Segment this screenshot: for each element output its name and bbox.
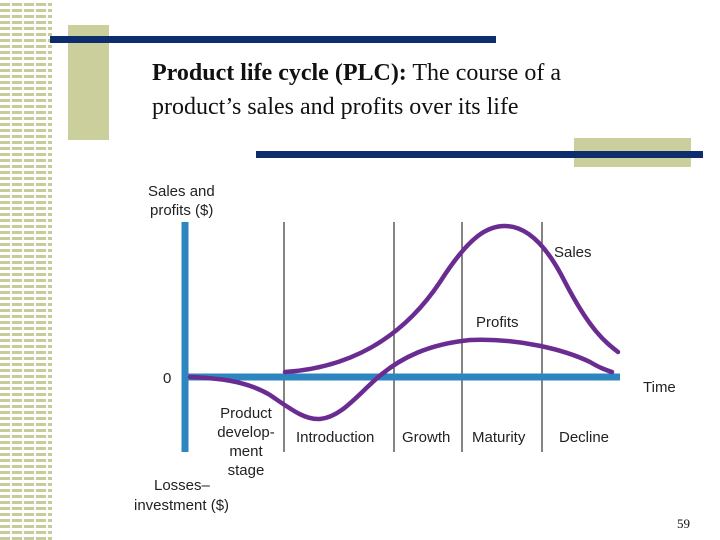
slide-title: Product life cycle (PLC): The course of …: [152, 56, 672, 124]
stage-growth: Growth: [402, 429, 450, 446]
decorative-navy-bar-bottom: [256, 151, 703, 158]
title-term: Product life cycle (PLC):: [152, 60, 407, 86]
y-axis-label-top-1: Sales and: [148, 183, 215, 200]
development-label-1: Product: [220, 405, 273, 422]
y-axis-label-bottom-1: Losses–: [154, 477, 211, 494]
profits-curve: [187, 337, 615, 422]
development-label-3: ment: [229, 443, 263, 460]
sales-curve: [282, 223, 621, 375]
stage-maturity: Maturity: [472, 429, 526, 446]
profits-curve-label: Profits: [476, 314, 519, 331]
sales-curve-label: Sales: [554, 244, 592, 261]
zero-label: 0: [163, 370, 171, 387]
page-number: 59: [677, 516, 690, 531]
decorative-navy-bar-top: [50, 36, 496, 43]
stage-decline: Decline: [559, 429, 609, 446]
title-line2: product’s sales and profits over its lif…: [152, 94, 519, 120]
decorative-olive-block-left: [68, 25, 109, 140]
decorative-stripe-column: [0, 0, 52, 540]
development-label-2: develop-: [217, 424, 275, 441]
stage-introduction: Introduction: [296, 429, 374, 446]
y-axis-label-bottom-2: investment ($): [134, 497, 229, 514]
development-label-4: stage: [228, 462, 265, 479]
title-line1-rest: The course of a: [406, 60, 561, 86]
time-label: Time: [643, 379, 676, 396]
y-axis-label-top-2: profits ($): [150, 202, 213, 219]
